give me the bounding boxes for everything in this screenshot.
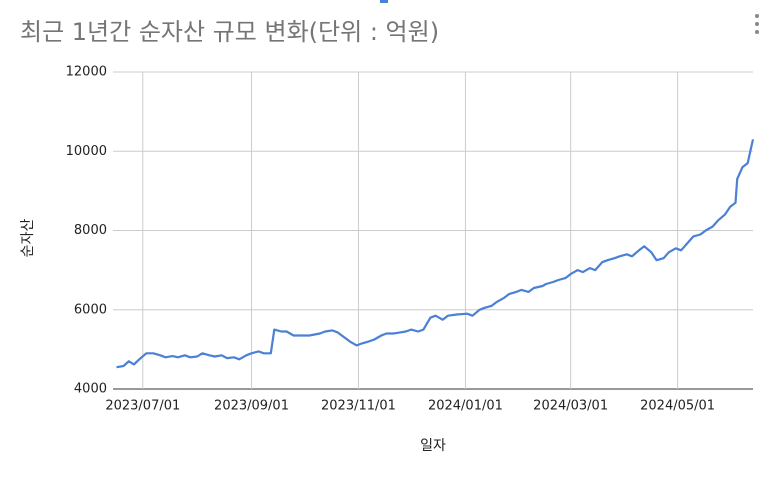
menu-dot — [755, 30, 759, 34]
y-tick-label: 8000 — [74, 223, 107, 238]
x-tick-label: 2024/05/01 — [640, 399, 715, 414]
y-tick-label: 6000 — [74, 302, 107, 317]
menu-icon[interactable] — [755, 14, 759, 34]
data-line — [116, 139, 755, 369]
chart-title: 최근 1년간 순자산 규모 변화(단위 : 억원) — [20, 18, 439, 46]
x-tick-label: 2023/11/01 — [321, 399, 396, 414]
x-tick-label: 2023/09/01 — [214, 399, 289, 414]
x-tick-label: 2024/03/01 — [533, 399, 608, 414]
x-tick-label: 2024/01/01 — [428, 399, 503, 414]
x-tick-label: 2023/07/01 — [105, 399, 180, 414]
y-tick-label: 4000 — [74, 382, 107, 397]
y-axis-label: 순자산 — [20, 219, 36, 258]
top-marker — [380, 0, 388, 3]
y-tick-label: 10000 — [66, 144, 107, 159]
x-axis-label: 일자 — [420, 438, 446, 454]
y-tick-label: 12000 — [66, 65, 107, 80]
menu-dot — [755, 22, 759, 26]
menu-dot — [755, 14, 759, 18]
